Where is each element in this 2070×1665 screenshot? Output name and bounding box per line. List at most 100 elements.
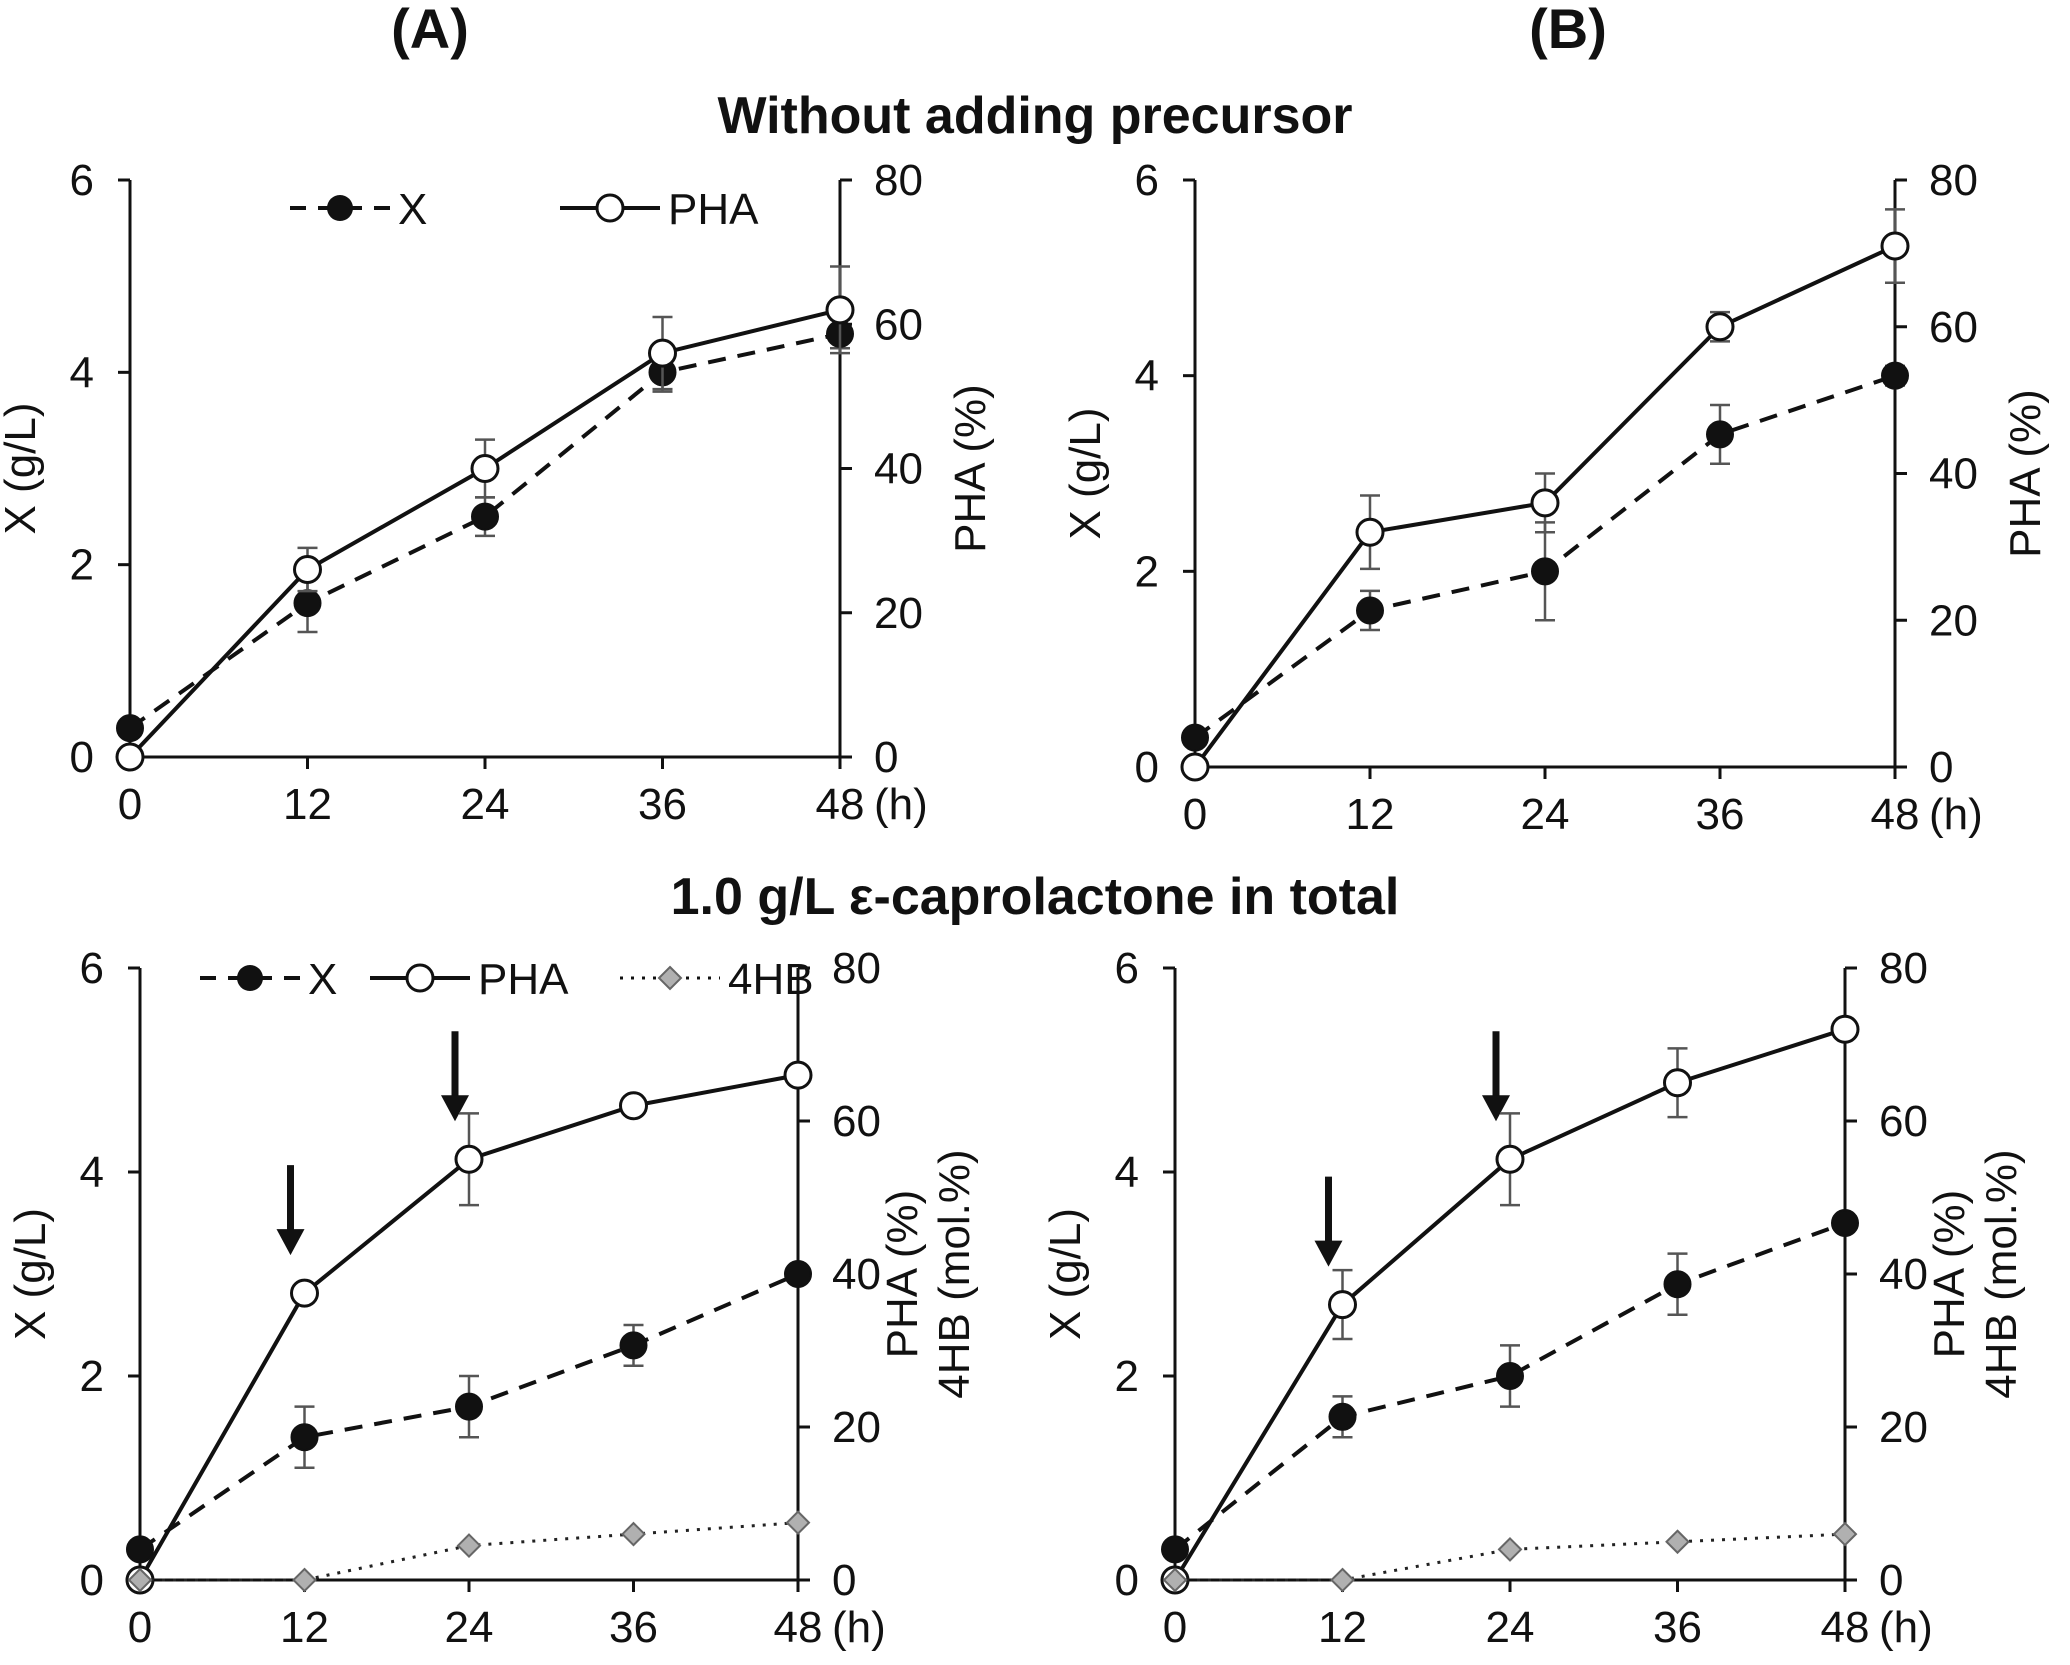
data-point-4HB [292, 1567, 317, 1593]
y-left-tick-label: 0 [1115, 1556, 1139, 1605]
feeding-arrow-head [441, 1095, 469, 1122]
data-point-X [1356, 596, 1384, 625]
y-left-tick-label: 4 [1115, 1148, 1139, 1197]
y-left-tick-label: 6 [1115, 944, 1139, 993]
data-point-X [455, 1392, 483, 1421]
legend-label-PHA: PHA [478, 955, 569, 1004]
data-point-PHA [825, 295, 855, 325]
feeding-arrow-head [1482, 1095, 1510, 1122]
data-point-X [1181, 723, 1209, 752]
section-title-top: Without adding precursor [717, 87, 1352, 145]
y-right-tick-label: 20 [1929, 596, 1978, 645]
y-left-tick-label: 0 [70, 733, 94, 782]
y-left-tick-label: 4 [80, 1148, 104, 1197]
feeding-arrow-head [276, 1229, 305, 1256]
data-point-X [126, 1535, 154, 1564]
data-point-4HB [621, 1521, 646, 1547]
data-point-X [471, 502, 499, 531]
x-tick-label: 0 [1163, 1603, 1187, 1652]
data-point-PHA [115, 742, 145, 772]
data-point-PHA [1495, 1144, 1525, 1174]
data-point-X [1663, 1270, 1692, 1299]
data-point-PHA [1530, 488, 1560, 518]
data-point-PHA [293, 554, 322, 584]
x-tick-label: 36 [609, 1603, 658, 1652]
y-right-tick-label: 80 [1879, 944, 1928, 993]
y-right-tick-label: 20 [1879, 1403, 1928, 1452]
x-tick-label: 12 [280, 1603, 329, 1652]
x-unit-label: (h) [832, 1603, 886, 1652]
x-tick-label: 12 [1318, 1603, 1367, 1652]
y-right-tick-label: 20 [874, 589, 923, 638]
data-point-PHA [1830, 1014, 1860, 1044]
x-tick-label: 24 [461, 780, 510, 829]
y-right-tick-label: 20 [832, 1403, 881, 1452]
legend-marker-4HB [657, 965, 683, 991]
y-right-tick-label: 0 [832, 1556, 856, 1605]
y-right-axis-label: 4HB (mol.%) [1977, 1149, 2026, 1398]
y-left-axis-label: X (g/L) [0, 402, 45, 534]
series-line-X [1173, 1221, 1846, 1551]
data-point-X [1706, 420, 1734, 449]
y-left-axis-label: X (g/L) [6, 1208, 55, 1340]
x-tick-label: 0 [1183, 790, 1207, 839]
x-tick-label: 48 [816, 780, 865, 829]
y-left-tick-label: 2 [80, 1352, 104, 1401]
y-right-tick-label: 40 [1929, 450, 1978, 499]
y-left-axis-label: X (g/L) [1061, 407, 1110, 539]
y-left-tick-label: 2 [1115, 1352, 1139, 1401]
series-line-X [128, 331, 841, 730]
feeding-arrow-head [1314, 1240, 1343, 1267]
x-tick-label: 24 [1486, 1603, 1535, 1652]
data-point-4HB [1330, 1567, 1355, 1593]
y-right-tick-label: 0 [1879, 1556, 1903, 1605]
y-right-tick-label: 60 [832, 1097, 881, 1146]
data-point-X [116, 714, 144, 743]
x-tick-label: 48 [1871, 790, 1920, 839]
y-right-axis-label: PHA (%) [946, 384, 995, 553]
y-left-tick-label: 6 [80, 944, 104, 993]
y-right-tick-label: 0 [874, 733, 898, 782]
data-point-X [619, 1331, 648, 1360]
data-point-PHA [1705, 312, 1735, 342]
data-point-X [1328, 1402, 1357, 1431]
y-right-tick-label: 80 [832, 944, 881, 993]
data-point-4HB [1497, 1536, 1523, 1562]
legend-label-PHA: PHA [668, 185, 759, 234]
x-tick-label: 48 [1821, 1603, 1870, 1652]
y-left-tick-label: 6 [1135, 156, 1159, 205]
y-left-tick-label: 6 [70, 156, 94, 205]
x-tick-label: 24 [1521, 790, 1570, 839]
y-left-tick-label: 2 [1135, 547, 1159, 596]
y-right-tick-label: 60 [1879, 1097, 1928, 1146]
data-point-PHA [783, 1060, 813, 1090]
data-point-4HB [127, 1567, 153, 1593]
y-left-tick-label: 2 [70, 541, 94, 590]
y-right-tick-label: 0 [1929, 743, 1953, 792]
data-point-PHA [470, 454, 500, 483]
legend-marker-X [237, 965, 263, 991]
data-point-PHA [648, 338, 677, 368]
panel-label-a: (A) [391, 0, 469, 60]
data-point-PHA [454, 1144, 484, 1174]
data-point-PHA [1663, 1068, 1692, 1098]
data-point-4HB [1665, 1529, 1690, 1555]
legend-marker-PHA [405, 963, 435, 993]
x-unit-label: (h) [1929, 790, 1983, 839]
y-right-axis-label: PHA (%) [2001, 389, 2050, 558]
legend-label-X: X [308, 955, 337, 1004]
data-point-PHA [1355, 517, 1385, 547]
legend-marker-PHA [595, 193, 625, 223]
y-right-tick-label: 60 [874, 300, 923, 349]
x-tick-label: 36 [1653, 1603, 1702, 1652]
y-right-tick-label: 80 [1929, 156, 1978, 205]
x-unit-label: (h) [1879, 1603, 1933, 1652]
y-right-axis-label: PHA (%) [878, 1190, 927, 1359]
x-unit-label: (h) [874, 780, 928, 829]
